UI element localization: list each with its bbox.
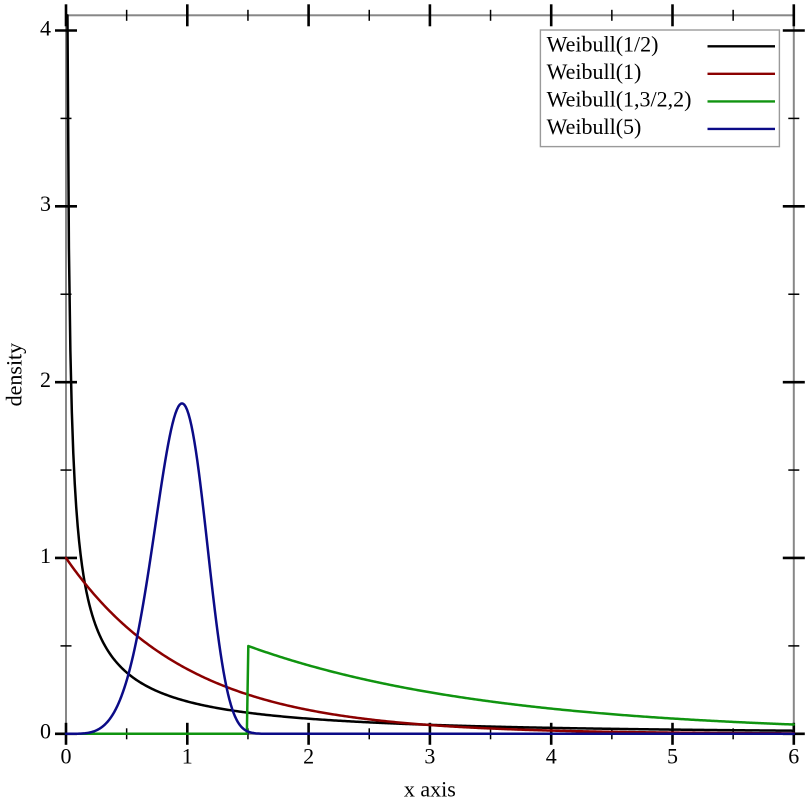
svg-text:4: 4 bbox=[40, 15, 51, 40]
svg-text:1: 1 bbox=[182, 743, 193, 768]
svg-text:Weibull(1,3/2,2): Weibull(1,3/2,2) bbox=[547, 87, 692, 112]
svg-text:density: density bbox=[2, 343, 27, 407]
svg-text:Weibull(1/2): Weibull(1/2) bbox=[547, 31, 659, 56]
svg-text:x axis: x axis bbox=[404, 776, 456, 801]
svg-text:2: 2 bbox=[303, 743, 314, 768]
svg-text:4: 4 bbox=[546, 743, 557, 768]
svg-text:Weibull(1): Weibull(1) bbox=[547, 59, 642, 84]
svg-text:2: 2 bbox=[40, 367, 51, 392]
svg-text:3: 3 bbox=[424, 743, 435, 768]
svg-text:0: 0 bbox=[61, 743, 72, 768]
svg-text:3: 3 bbox=[40, 191, 51, 216]
svg-text:Weibull(5): Weibull(5) bbox=[547, 114, 642, 139]
svg-text:1: 1 bbox=[40, 543, 51, 568]
svg-text:5: 5 bbox=[667, 743, 678, 768]
svg-text:0: 0 bbox=[40, 719, 51, 744]
svg-text:6: 6 bbox=[788, 743, 799, 768]
